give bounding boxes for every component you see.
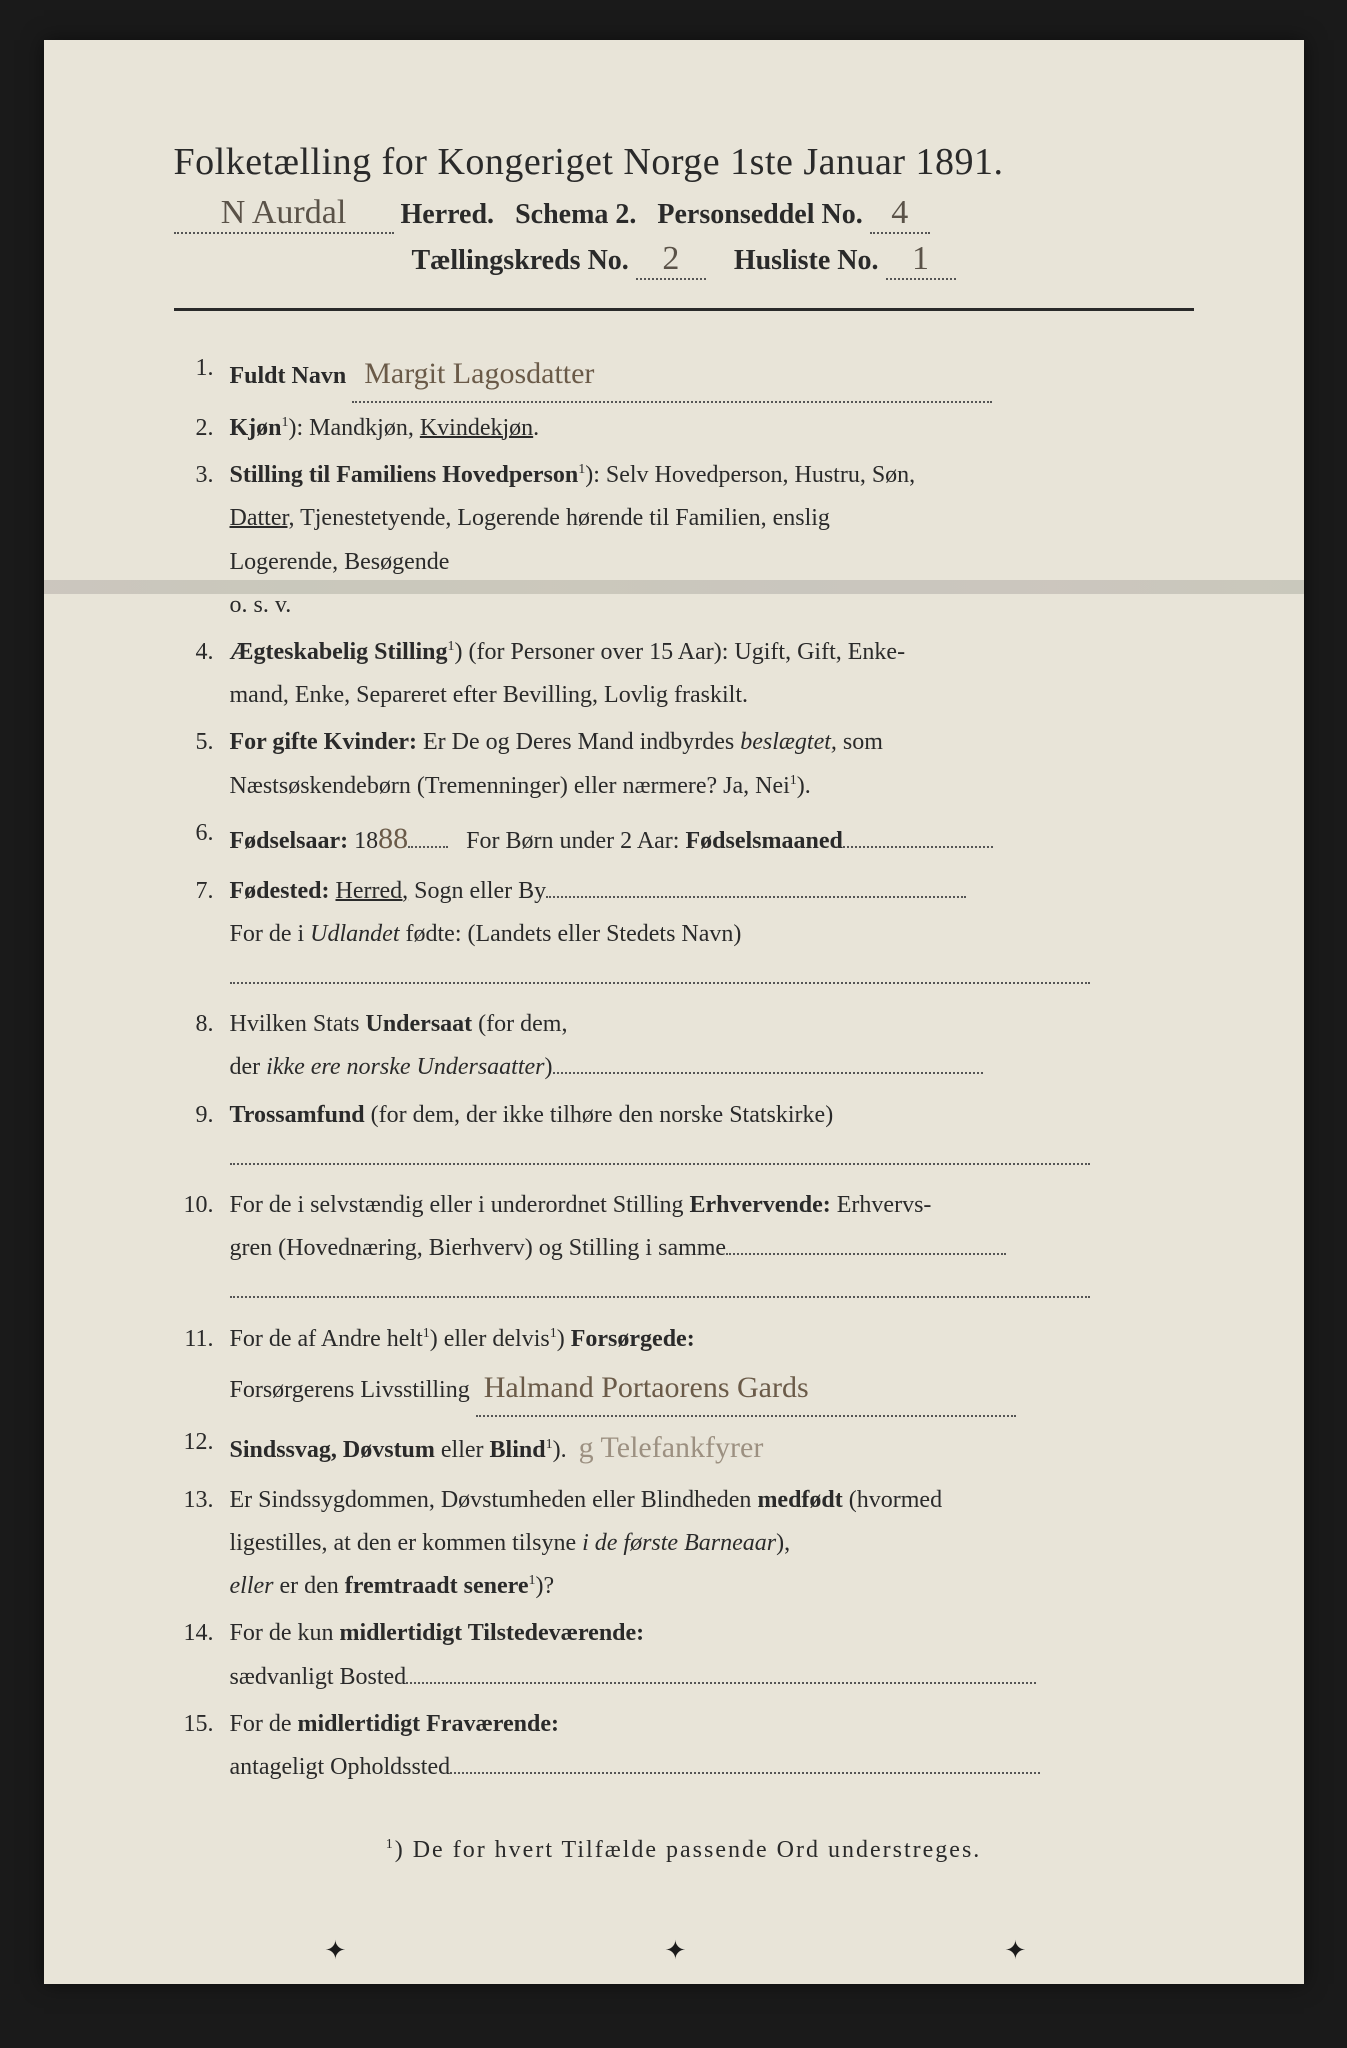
item-1-num: 1. <box>174 347 230 390</box>
husliste-no: 1 <box>886 240 956 280</box>
item-14: 14. For de kun midlertidigt Tilstedevære… <box>174 1612 1194 1698</box>
item-8-num: 8. <box>174 1003 230 1046</box>
item-11-value: Halmand Portaorens Gards <box>476 1361 1016 1417</box>
item-14-num: 14. <box>174 1612 230 1655</box>
item-6-num: 6. <box>174 812 230 855</box>
item-12: 12. Sindssvag, Døvstum eller Blind1). g … <box>174 1421 1194 1475</box>
item-3-selected: Datter, <box>230 505 295 531</box>
item-7-label: Fødested: <box>230 878 330 904</box>
punch-hole-icon: ✦ <box>1005 1936 1023 1954</box>
item-12-label: Sindssvag, Døvstum <box>230 1437 435 1463</box>
item-6: 6. Fødselsaar: 1888 For Børn under 2 Aar… <box>174 812 1194 866</box>
item-7-num: 7. <box>174 870 230 913</box>
item-2: 2. Kjøn1): Mandkjøn, Kvindekjøn. <box>174 407 1194 450</box>
item-12-value: g Telefankfyrer <box>579 1431 764 1464</box>
schema-label: Schema 2. <box>515 199 636 230</box>
census-form-page: Folketælling for Kongeriget Norge 1ste J… <box>44 40 1304 1984</box>
herred-handwritten: N Aurdal <box>174 194 394 234</box>
item-8: 8. Hvilken Stats Undersaat (for dem, der… <box>174 1003 1194 1089</box>
item-11-num: 11. <box>174 1318 230 1361</box>
item-1: 1. Fuldt Navn Margit Lagosdatter <box>174 347 1194 403</box>
personseddel-no: 4 <box>870 194 930 234</box>
item-1-label: Fuldt Navn <box>230 363 347 389</box>
item-4-label: Ægteskabelig Stilling <box>230 639 448 665</box>
item-4: 4. Ægteskabelig Stilling1) (for Personer… <box>174 631 1194 717</box>
item-3: 3. Stilling til Familiens Hovedperson1):… <box>174 454 1194 627</box>
kreds-label: Tællingskreds No. <box>411 245 628 276</box>
item-10-num: 10. <box>174 1184 230 1227</box>
item-5: 5. For gifte Kvinder: Er De og Deres Man… <box>174 721 1194 807</box>
item-1-value: Margit Lagosdatter <box>352 347 992 403</box>
item-5-label: For gifte Kvinder: <box>230 729 418 755</box>
kreds-no: 2 <box>636 240 706 280</box>
item-13-num: 13. <box>174 1479 230 1522</box>
item-2-num: 2. <box>174 407 230 450</box>
item-5-num: 5. <box>174 721 230 764</box>
herred-label: Herred. <box>401 199 495 230</box>
item-2-label: Kjøn <box>230 415 282 441</box>
item-7: 7. Fødested: Herred, Sogn eller By For d… <box>174 870 1194 1000</box>
item-9-num: 9. <box>174 1094 230 1137</box>
main-title: Folketælling for Kongeriget Norge 1ste J… <box>174 140 1194 184</box>
item-6-year: 88 <box>378 822 408 855</box>
punch-hole-icon: ✦ <box>325 1936 343 1954</box>
item-15: 15. For de midlertidigt Fraværende: anta… <box>174 1703 1194 1789</box>
item-4-num: 4. <box>174 631 230 674</box>
item-15-num: 15. <box>174 1703 230 1746</box>
item-9: 9. Trossamfund (for dem, der ikke tilhør… <box>174 1094 1194 1180</box>
divider <box>174 308 1194 311</box>
item-10: 10. For de i selvstændig eller i underor… <box>174 1184 1194 1314</box>
punch-hole-icon: ✦ <box>665 1936 683 1954</box>
husliste-label: Husliste No. <box>734 245 879 276</box>
personseddel-label: Personseddel No. <box>657 199 862 230</box>
item-3-label: Stilling til Familiens Hovedperson <box>230 462 579 488</box>
footnote: 1) De for hvert Tilfælde passende Ord un… <box>174 1837 1194 1864</box>
item-2-selected: Kvindekjøn <box>420 415 533 441</box>
item-13: 13. Er Sindssygdommen, Døvstumheden elle… <box>174 1479 1194 1609</box>
item-11: 11. For de af Andre helt1) eller delvis1… <box>174 1318 1194 1417</box>
item-12-num: 12. <box>174 1421 230 1464</box>
item-9-label: Trossamfund <box>230 1102 365 1128</box>
kreds-line: Tællingskreds No. 2 Husliste No. 1 <box>174 240 1194 280</box>
item-3-num: 3. <box>174 454 230 497</box>
item-6-label: Fødselsaar: <box>230 828 349 854</box>
punch-holes: ✦ ✦ ✦ <box>44 1936 1304 1954</box>
herred-line: N Aurdal Herred. Schema 2. Personseddel … <box>174 194 1194 234</box>
item-7-selected: Herred, <box>335 878 408 904</box>
